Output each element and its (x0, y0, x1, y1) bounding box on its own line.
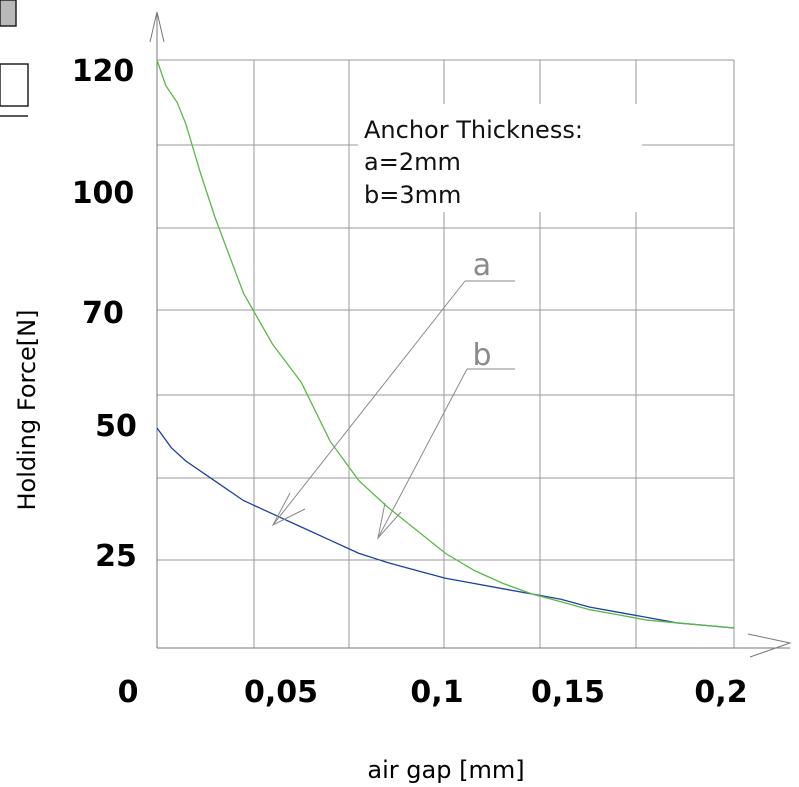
series-lines (156, 59, 735, 629)
series-callouts: a b (271, 248, 515, 540)
annotation-box: Anchor Thickness: a=2mm b=3mm (358, 104, 642, 212)
series-line-a (156, 427, 735, 629)
annotation-line: a=2mm (364, 148, 461, 176)
y-tick-label: 100 (72, 176, 135, 211)
x-tick-label: 0,1 (410, 675, 463, 710)
series-b-arrowhead-icon (377, 502, 402, 540)
axes (149, 11, 792, 658)
y-axis-arrow-icon (149, 11, 165, 43)
x-tick-label: 0,05 (244, 675, 318, 710)
y-axis-title: Holding Force[N] (13, 310, 41, 511)
annotation-line: b=3mm (364, 181, 461, 209)
y-tick-labels: 120 100 70 50 25 (72, 54, 137, 574)
x-axis-title: air gap [mm] (367, 756, 524, 784)
series-label-a: a (473, 248, 491, 283)
series-b-leader (377, 368, 468, 539)
x-axis-arrow-icon (747, 633, 792, 658)
x-tick-labels: 0 0,05 0,1 0,15 0,2 (118, 675, 748, 710)
edge-fragment-box (0, 0, 17, 27)
y-tick-label: 120 (72, 54, 135, 89)
series-a-arrowhead-icon (271, 492, 306, 527)
x-tick-label: 0 (118, 675, 139, 710)
series-label-b: b (472, 338, 491, 373)
y-tick-label: 25 (95, 539, 137, 574)
annotation-background (358, 104, 642, 212)
y-tick-label: 50 (95, 409, 137, 444)
x-tick-label: 0,2 (694, 675, 747, 710)
annotation-line: Anchor Thickness: (364, 116, 583, 144)
edge-fragment-box (0, 63, 29, 107)
y-tick-label: 70 (82, 296, 124, 331)
x-tick-label: 0,15 (531, 675, 605, 710)
series-line-b (156, 59, 735, 629)
series-a-leader (272, 280, 466, 526)
